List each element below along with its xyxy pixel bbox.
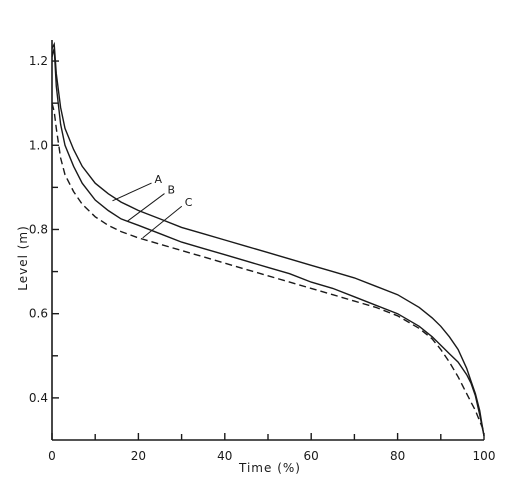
y-tick-label: 0.4 bbox=[29, 391, 48, 405]
axes bbox=[51, 40, 484, 441]
x-tick-label: 40 bbox=[217, 449, 232, 463]
y-tick-label: 1.2 bbox=[29, 54, 48, 68]
annotation-leader-a bbox=[112, 182, 152, 202]
x-tick-label: 60 bbox=[304, 449, 319, 463]
series-c-line bbox=[51, 103, 485, 432]
annotation-leader-c bbox=[142, 205, 183, 239]
y-tick-label: 1.0 bbox=[29, 138, 48, 152]
x-tick-label: 0 bbox=[48, 449, 56, 463]
x-tick-label: 20 bbox=[131, 449, 146, 463]
annotation-label-c: C bbox=[185, 196, 193, 209]
annotation-label-a: A bbox=[155, 173, 163, 186]
annotation-label-b: B bbox=[167, 184, 175, 197]
x-tick-label: 80 bbox=[390, 449, 405, 463]
tick-labels: 0 20 40 60 80 100 0.4 0.6 0.8 1.0 1.2 bbox=[29, 54, 496, 463]
annotation-leader-b bbox=[127, 193, 165, 222]
series-layer bbox=[51, 41, 485, 436]
ticks bbox=[51, 60, 485, 440]
x-axis-title: Time (%) bbox=[238, 461, 301, 475]
y-tick-label: 0.8 bbox=[29, 222, 48, 236]
y-axis-title: Level (m) bbox=[16, 225, 30, 291]
x-tick-label: 100 bbox=[473, 449, 496, 463]
series-b-line bbox=[51, 48, 485, 436]
y-tick-label: 0.6 bbox=[29, 307, 48, 321]
series-a-line bbox=[51, 41, 485, 436]
annotation-layer: ABC bbox=[112, 173, 193, 239]
